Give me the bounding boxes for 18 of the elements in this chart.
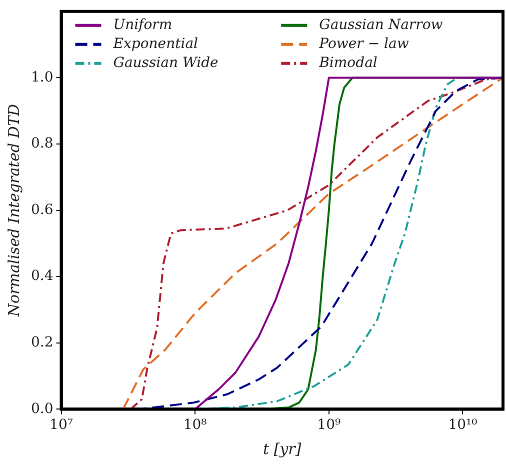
- x-tick-label: 10⁸: [183, 417, 208, 434]
- y-tick-label: 0.6: [31, 202, 54, 218]
- legend-label: Gaussian Wide: [113, 55, 218, 72]
- x-tick-label: 10⁹: [317, 417, 341, 434]
- y-tick-label: 1.0: [31, 69, 54, 86]
- legend-label: Gaussian Narrow: [319, 17, 443, 34]
- y-tick-label: 0.0: [31, 400, 54, 417]
- x-tick-label: 10⁷: [50, 417, 74, 434]
- legend-label: Bimodal: [318, 55, 378, 72]
- legend-label: Exponential: [112, 36, 198, 52]
- y-tick-label: 0.8: [31, 136, 54, 152]
- y-tick-label: 0.2: [31, 334, 54, 351]
- x-axis-title: t [yr]: [263, 440, 302, 458]
- y-tick-label: 0.4: [31, 268, 54, 284]
- legend-label: Uniform: [113, 17, 172, 34]
- legend-label: Power − law: [318, 36, 409, 52]
- x-tick-label: 10¹⁰: [448, 417, 478, 434]
- y-axis-title: Normalised Integrated DTD: [4, 104, 23, 318]
